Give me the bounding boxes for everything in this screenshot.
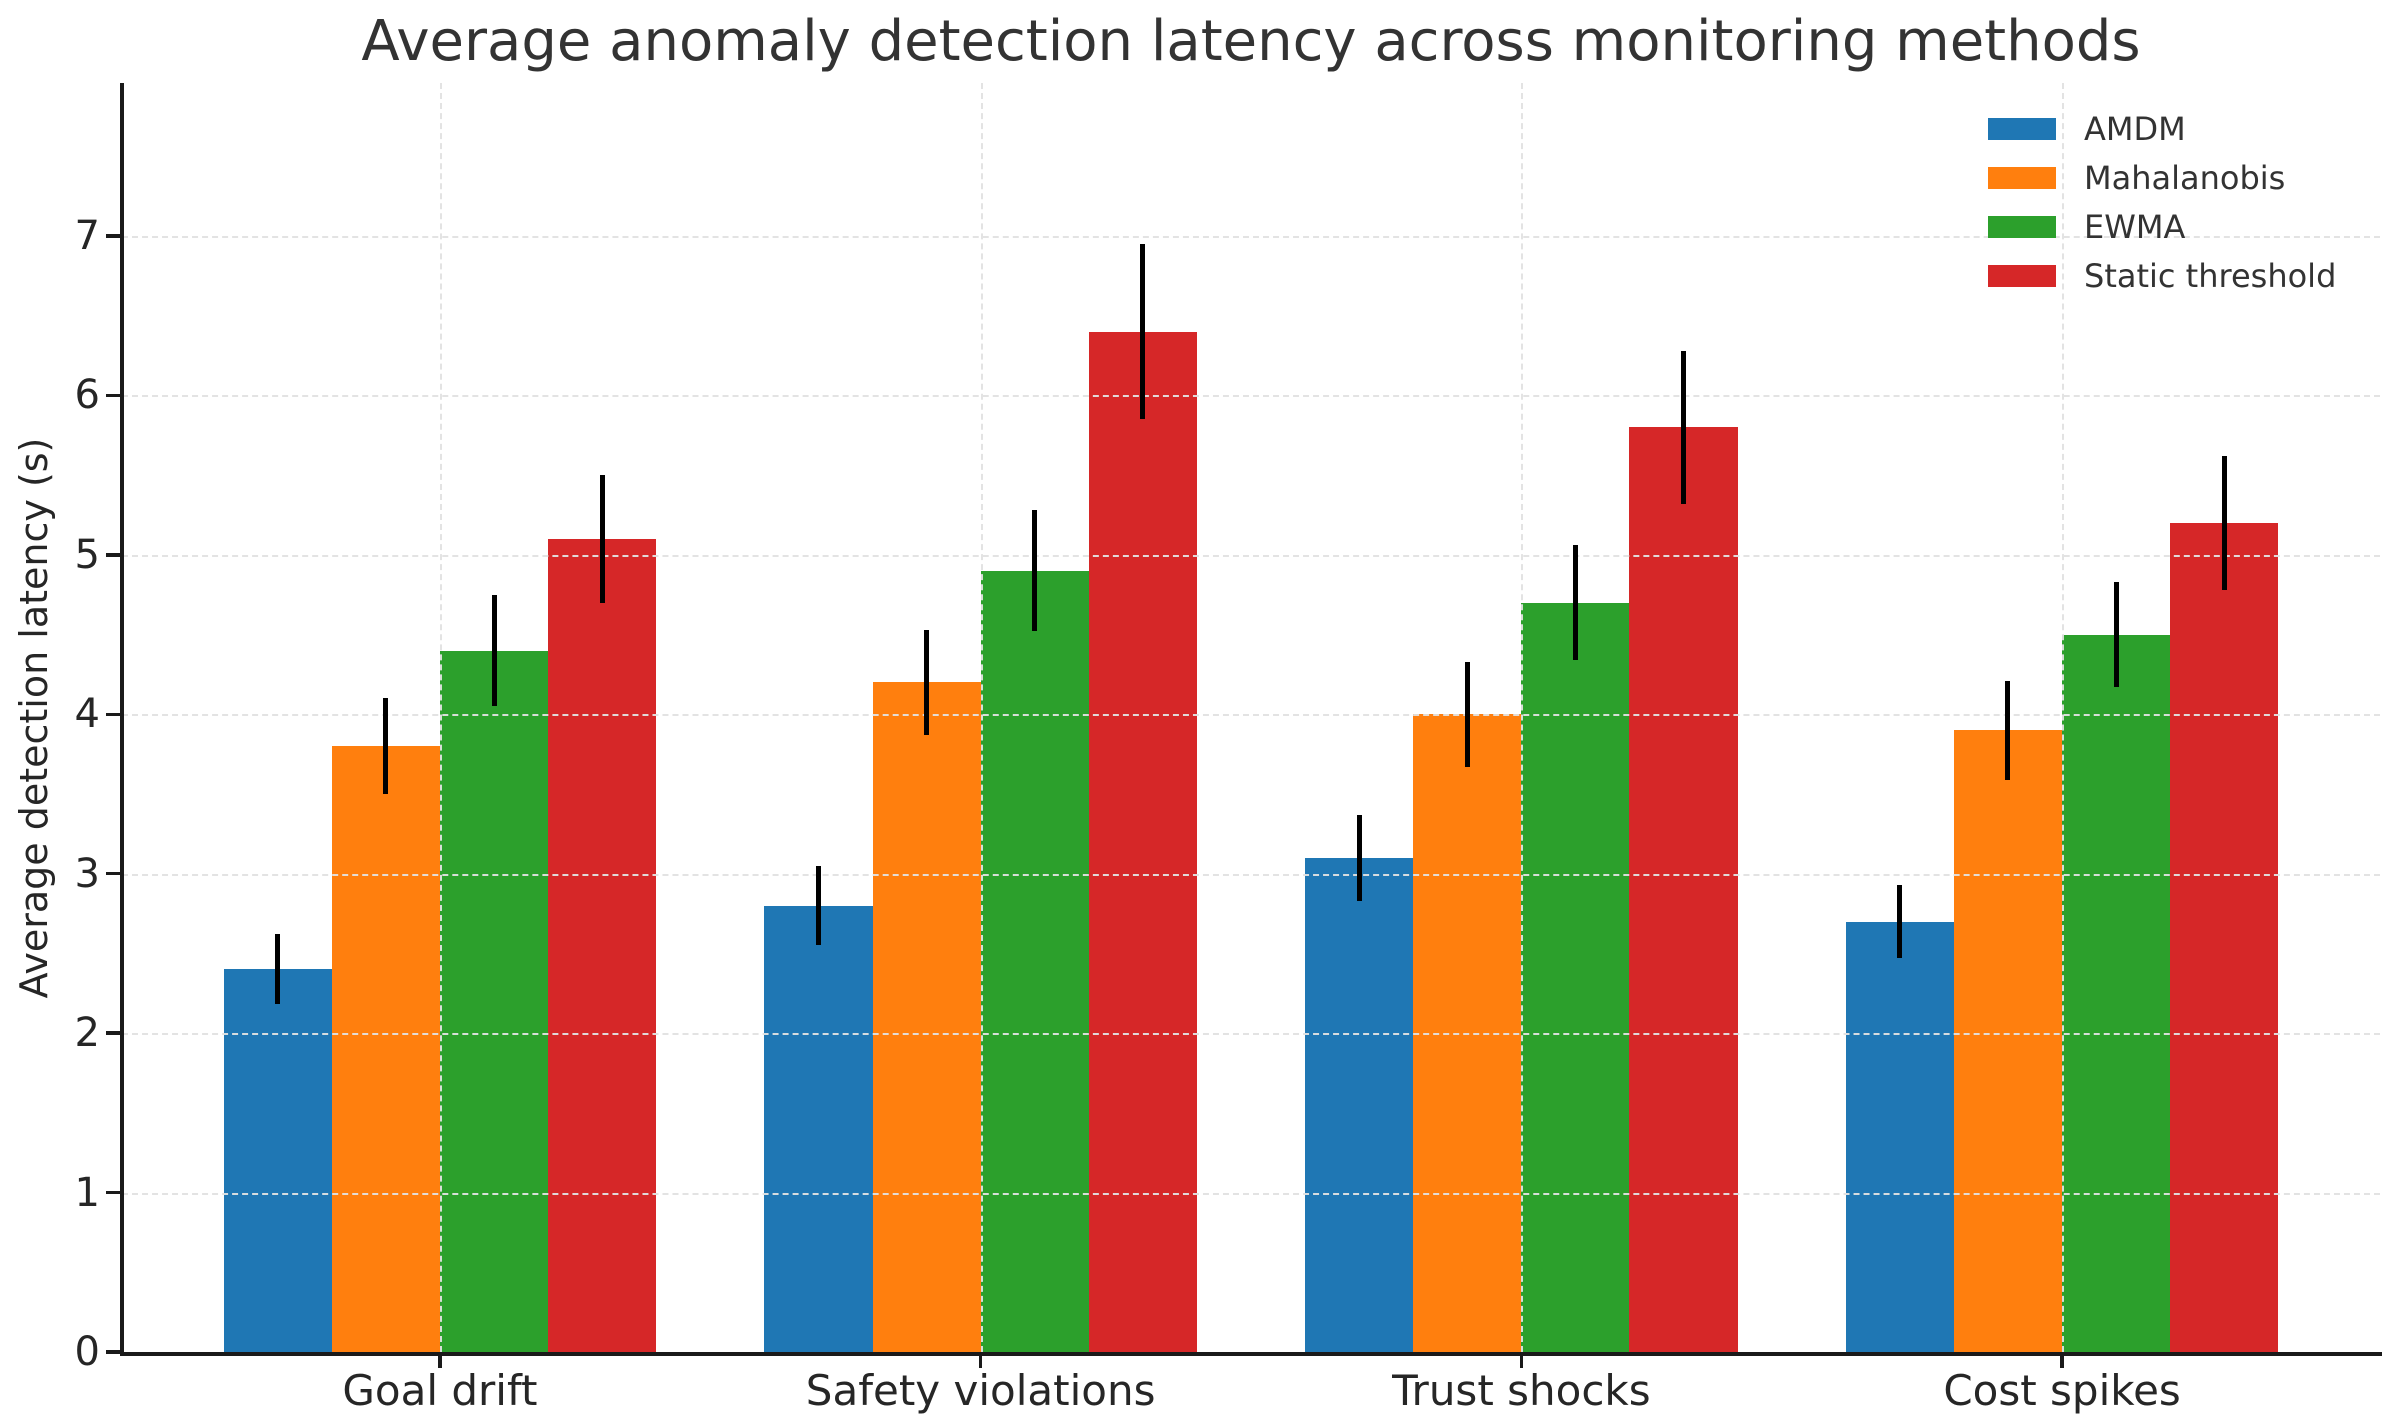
x-tick-mark-safety-violations <box>978 1354 983 1368</box>
gridline-x-goal-drift <box>439 83 442 1352</box>
gridline-x-cost-spikes <box>2062 83 2065 1352</box>
y-tick-label-7: 7 <box>74 213 100 260</box>
x-tick-label-trust-shocks: Trust shocks <box>1392 1366 1651 1415</box>
y-tick-label-5: 5 <box>74 531 100 578</box>
legend-item-static-threshold: Static threshold <box>1988 251 2336 300</box>
bar-goal-drift-amdm <box>223 969 332 1352</box>
gridline-y-1 <box>122 1192 2380 1195</box>
y-tick-mark-6 <box>106 393 120 398</box>
legend-item-ewma: EWMA <box>1988 202 2336 251</box>
y-tick-mark-0 <box>106 1350 120 1354</box>
bar-safety-violations-mahalanobis <box>872 682 981 1352</box>
gridline-y-7 <box>122 236 2380 239</box>
chart-title: Average anomaly detection latency across… <box>361 9 2141 74</box>
error-bar-trust-shocks-mahalanobis <box>1464 661 1470 767</box>
y-axis-spine <box>120 83 124 1356</box>
y-tick-label-6: 6 <box>74 372 100 419</box>
bar-goal-drift-static-threshold <box>548 538 657 1352</box>
x-tick-mark-trust-shocks <box>1519 1354 1524 1368</box>
error-bar-trust-shocks-static-threshold <box>1681 350 1687 504</box>
bar-goal-drift-mahalanobis <box>331 746 440 1352</box>
bar-safety-violations-amdm <box>764 905 873 1352</box>
gridline-y-3 <box>122 873 2380 876</box>
gridline-y-2 <box>122 1033 2380 1036</box>
bar-safety-violations-static-threshold <box>1088 331 1197 1352</box>
x-tick-label-safety-violations: Safety violations <box>805 1366 1156 1415</box>
x-tick-label-cost-spikes: Cost spikes <box>1943 1366 2181 1415</box>
error-bar-goal-drift-amdm <box>275 934 281 1005</box>
bar-trust-shocks-static-threshold <box>1629 427 1738 1352</box>
y-tick-mark-7 <box>106 234 120 238</box>
gridline-y-6 <box>122 395 2380 398</box>
x-axis-spine <box>120 1352 2382 1356</box>
x-tick-mark-cost-spikes <box>2060 1354 2064 1368</box>
legend-swatch-mahalanobis <box>1988 166 2056 189</box>
y-tick-mark-5 <box>106 553 120 557</box>
legend-item-mahalanobis: Mahalanobis <box>1988 153 2336 202</box>
legend: AMDM Mahalanobis EWMA Static threshold <box>1988 104 2336 300</box>
gridline-x-trust-shocks <box>1521 83 1524 1352</box>
error-bar-safety-violations-amdm <box>815 865 821 946</box>
y-tick-label-4: 4 <box>74 691 100 738</box>
y-tick-label-2: 2 <box>74 1010 100 1057</box>
y-tick-mark-3 <box>106 871 120 876</box>
x-tick-label-goal-drift: Goal drift <box>342 1366 538 1415</box>
bar-cost-spikes-ewma <box>2062 634 2171 1352</box>
error-bar-safety-violations-static-threshold <box>1140 244 1146 420</box>
x-tick-mark-goal-drift <box>438 1354 442 1368</box>
y-tick-mark-1 <box>106 1190 120 1195</box>
plot-area <box>122 83 2380 1352</box>
legend-item-amdm: AMDM <box>1988 104 2336 153</box>
error-bar-trust-shocks-amdm <box>1356 814 1362 901</box>
gridline-y-4 <box>122 714 2380 717</box>
y-tick-label-3: 3 <box>74 850 100 897</box>
legend-label-ewma: EWMA <box>2084 207 2186 246</box>
bar-cost-spikes-amdm <box>1845 921 1954 1352</box>
legend-swatch-ewma <box>1988 215 2056 238</box>
legend-swatch-amdm <box>1988 117 2056 140</box>
bar-cost-spikes-mahalanobis <box>1953 730 2063 1352</box>
y-tick-mark-4 <box>106 712 120 717</box>
bar-goal-drift-ewma <box>439 650 549 1352</box>
error-bar-goal-drift-static-threshold <box>599 475 605 603</box>
y-tick-label-0: 0 <box>74 1329 100 1375</box>
bar-trust-shocks-amdm <box>1305 857 1414 1352</box>
legend-label-mahalanobis: Mahalanobis <box>2084 158 2286 197</box>
legend-label-amdm: AMDM <box>2084 109 2186 148</box>
error-bar-cost-spikes-static-threshold <box>2221 456 2227 590</box>
gridline-y-5 <box>122 554 2380 557</box>
error-bar-cost-spikes-mahalanobis <box>2005 680 2011 780</box>
error-bar-cost-spikes-ewma <box>2113 581 2119 688</box>
error-bar-trust-shocks-ewma <box>1572 545 1578 661</box>
error-bar-goal-drift-ewma <box>491 594 497 707</box>
bar-trust-shocks-ewma <box>1521 602 1630 1352</box>
bar-cost-spikes-static-threshold <box>2170 523 2279 1352</box>
y-tick-label-1: 1 <box>74 1169 100 1216</box>
error-bar-cost-spikes-amdm <box>1897 884 1903 959</box>
error-bar-safety-violations-ewma <box>1032 510 1038 632</box>
gridline-x-safety-violations <box>980 83 983 1352</box>
bar-safety-violations-ewma <box>980 570 1089 1352</box>
legend-swatch-static-threshold <box>1988 264 2056 287</box>
error-bar-goal-drift-mahalanobis <box>383 698 389 794</box>
legend-label-static-threshold: Static threshold <box>2084 256 2337 295</box>
error-bar-safety-violations-mahalanobis <box>924 629 930 736</box>
y-tick-mark-2 <box>106 1031 120 1035</box>
